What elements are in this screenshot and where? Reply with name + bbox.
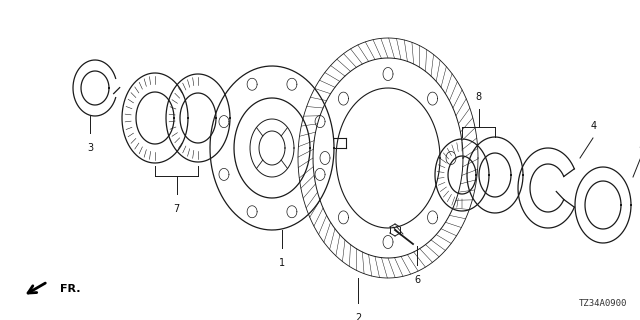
Text: 5: 5 xyxy=(638,140,640,150)
Text: 3: 3 xyxy=(87,143,93,153)
Text: 1: 1 xyxy=(279,258,285,268)
Text: 8: 8 xyxy=(476,92,481,102)
Text: 7: 7 xyxy=(173,204,180,214)
Text: 6: 6 xyxy=(414,275,420,285)
Text: 4: 4 xyxy=(591,121,597,131)
Text: FR.: FR. xyxy=(60,284,81,294)
Text: 2: 2 xyxy=(355,313,361,320)
Text: TZ34A0900: TZ34A0900 xyxy=(579,299,627,308)
